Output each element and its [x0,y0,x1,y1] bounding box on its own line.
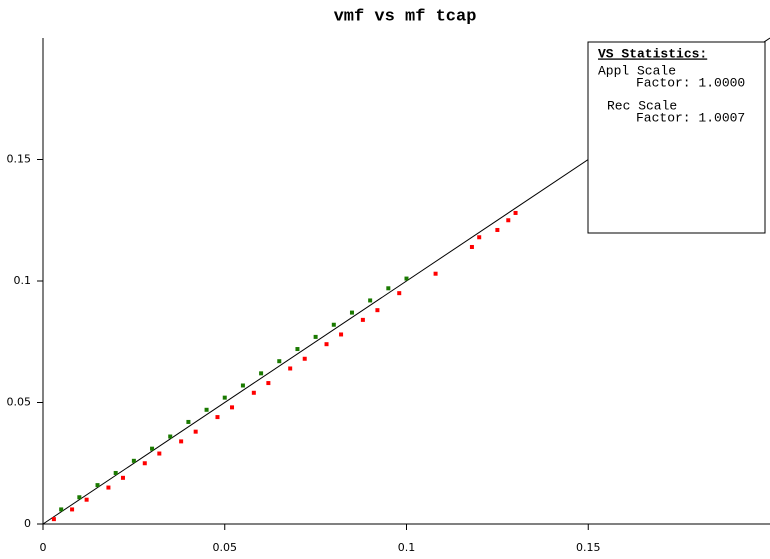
x-tick-label: 0.15 [576,541,601,554]
point [179,439,184,444]
y-tick-label: 0 [24,517,31,530]
stats-label: Rec Scale [607,98,677,113]
point [77,495,82,500]
point [95,483,100,488]
point [397,291,402,296]
point [84,497,89,502]
point [495,227,500,232]
point [251,390,256,395]
stats-value: Factor: 1.0000 [636,75,745,90]
point [313,334,318,339]
y-tick-label: 0.1 [14,274,32,287]
point [215,415,220,420]
point [142,461,147,466]
y-tick-label: 0.15 [7,153,32,166]
x-tick-label: 0.1 [398,541,416,554]
point [277,359,282,364]
point [106,485,111,490]
point [375,308,380,313]
point [186,419,191,424]
point [266,381,271,386]
point [168,434,173,439]
stats-title: VS Statistics: [598,46,707,61]
point [120,475,125,480]
y-tick-label: 0.05 [7,396,32,409]
x-tick-label: 0 [40,541,47,554]
point [360,317,365,322]
point [222,395,227,400]
point [349,310,354,315]
point [113,470,118,475]
point [469,244,474,249]
point [339,332,344,337]
point [368,298,373,303]
point [477,235,482,240]
point [51,517,56,522]
point [259,371,264,376]
chart-title: vmf vs mf tcap [334,7,477,26]
point [59,507,64,512]
point [157,451,162,456]
point [204,407,209,412]
point [288,366,293,371]
point [131,458,136,463]
point [70,507,75,512]
point [513,210,518,215]
point [295,347,300,352]
stats-value: Factor: 1.0007 [636,110,745,125]
point [386,286,391,291]
stats-label: Appl Scale [598,63,676,78]
point [404,276,409,281]
point [193,429,198,434]
point [324,342,329,347]
point [506,218,511,223]
point [230,405,235,410]
point [302,356,307,361]
x-tick-label: 0.05 [213,541,238,554]
stats-box [587,41,766,234]
point [150,446,155,451]
point [331,322,336,327]
point [433,271,438,276]
point [240,383,245,388]
